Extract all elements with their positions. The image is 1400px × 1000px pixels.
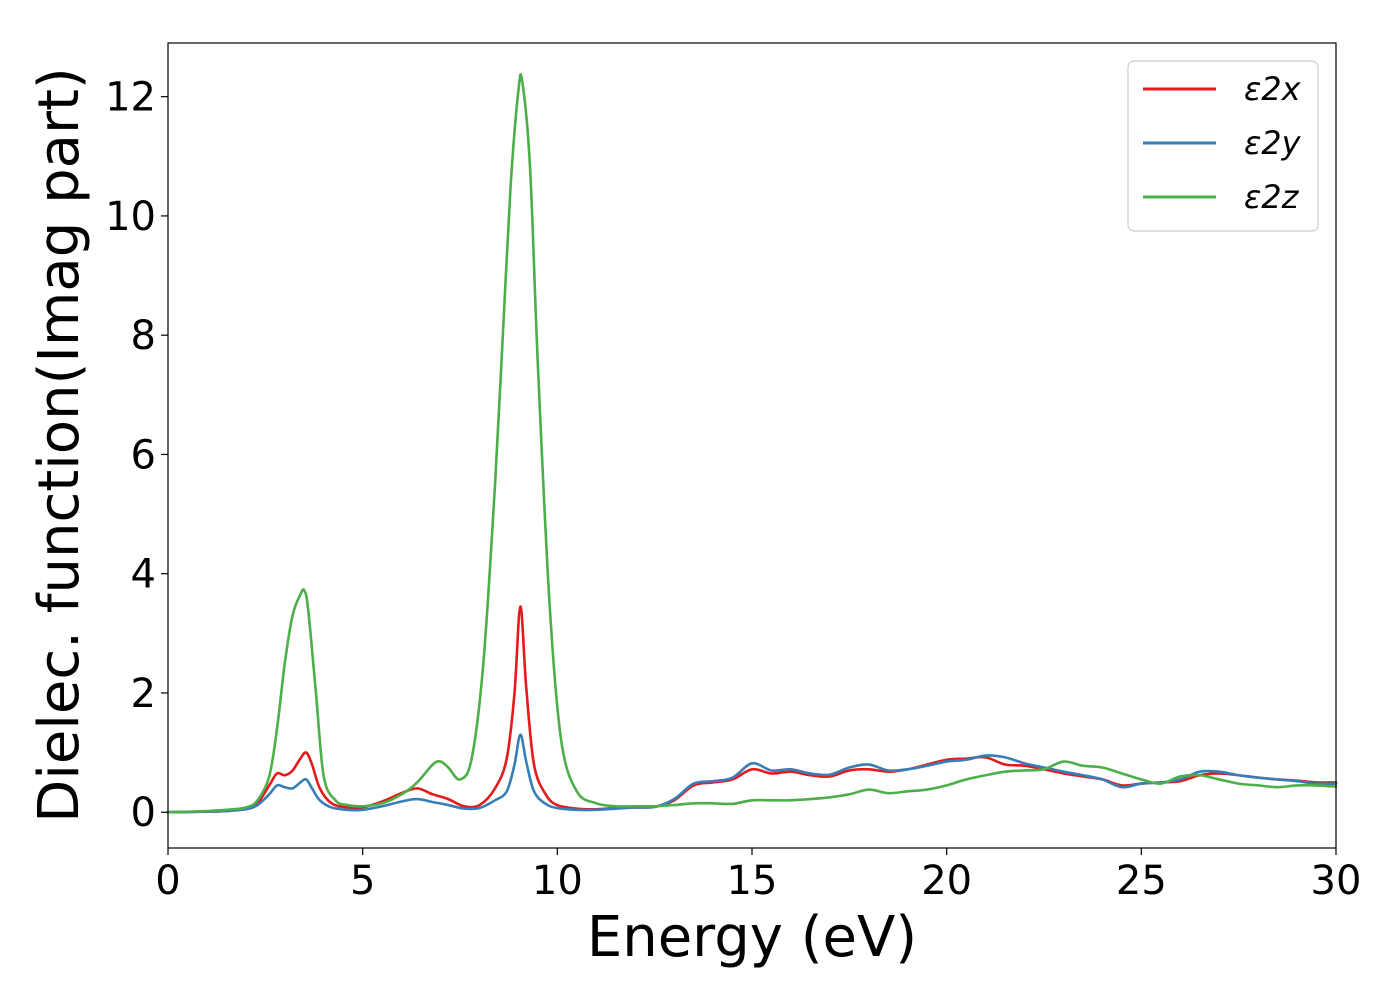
y-axis-title: Dielec. function(Imag part) — [27, 67, 92, 823]
x-axis-ticks: 0 5 10 15 20 25 30 — [155, 848, 1361, 904]
y-tick-label: 8 — [131, 313, 156, 359]
legend: ε2x ε2y ε2z — [1127, 60, 1319, 232]
x-tick-label: 10 — [532, 858, 583, 904]
x-axis-title: Energy (eV) — [587, 905, 917, 970]
y-axis-ticks: 0 2 4 6 8 10 12 — [105, 75, 168, 836]
y-tick-label: 2 — [131, 671, 156, 717]
x-tick-label: 0 — [155, 858, 180, 904]
legend-label-ε2y: ε2y — [1244, 124, 1302, 162]
series-line-ε2z — [166, 73, 1338, 814]
legend-items: ε2x ε2y ε2z — [1143, 70, 1302, 216]
x-tick-label: 5 — [350, 858, 375, 904]
x-tick-label: 15 — [727, 858, 778, 904]
x-tick-label: 20 — [921, 858, 972, 904]
y-tick-label: 0 — [131, 790, 156, 836]
y-tick-label: 12 — [105, 75, 156, 121]
legend-label-ε2z: ε2z — [1244, 178, 1300, 216]
y-tick-label: 6 — [131, 432, 156, 478]
legend-box — [1127, 60, 1319, 232]
y-tick-label: 10 — [105, 194, 156, 240]
series-layer — [166, 73, 1338, 814]
x-tick-label: 30 — [1311, 858, 1362, 904]
y-tick-label: 4 — [131, 552, 156, 598]
legend-label-ε2x: ε2x — [1244, 70, 1302, 108]
x-tick-label: 25 — [1116, 858, 1167, 904]
